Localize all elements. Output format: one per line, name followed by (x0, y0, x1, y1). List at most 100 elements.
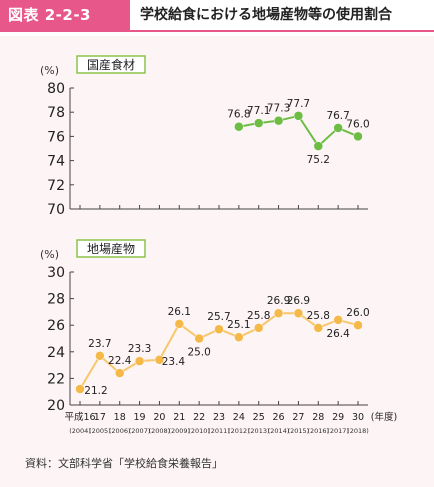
y-unit-label: (%) (40, 248, 59, 261)
y-tick-label: 78 (47, 105, 65, 121)
data-label: 77.7 (287, 98, 310, 110)
data-label: 21.2 (84, 385, 107, 397)
x-tick-sublabel: (2006) (109, 427, 131, 435)
x-tick-sublabel: (2018) (347, 427, 369, 435)
x-tick-sublabel: (2009) (168, 427, 190, 435)
data-label: 76.8 (227, 109, 250, 121)
data-label: 25.7 (207, 311, 230, 323)
x-tick-label: 25 (253, 412, 265, 423)
data-label: 77.1 (247, 105, 270, 117)
header-rule (0, 30, 434, 32)
y-tick-label: 22 (47, 371, 65, 387)
data-label: 25.8 (307, 310, 330, 322)
x-tick-label: 27 (292, 412, 304, 423)
data-point (194, 333, 204, 344)
y-tick-label: 24 (47, 345, 65, 361)
x-tick-label: 23 (213, 412, 225, 423)
y-tick-label: 72 (47, 178, 65, 194)
panel-title: 国産食材 (87, 57, 135, 72)
data-label: 26.9 (287, 295, 310, 307)
data-point (353, 131, 363, 142)
x-tick-sublabel: (2007) (129, 427, 151, 435)
y-unit-label: (%) (40, 64, 59, 77)
data-point (114, 368, 125, 378)
data-label: 25.1 (227, 319, 250, 331)
x-tick-sublabel: (2004) (69, 427, 91, 435)
data-label: 23.3 (128, 343, 151, 355)
x-tick-sublabel: (2008) (149, 427, 171, 435)
data-point (174, 319, 185, 329)
data-label: 26.9 (267, 295, 290, 307)
x-unit-label: (年度) (371, 411, 397, 423)
figure-number: 図表 2-2-3 (0, 0, 130, 30)
data-point (253, 323, 264, 333)
x-tick-label: 28 (312, 412, 324, 423)
x-tick-label: 30 (352, 412, 364, 423)
y-tick-label: 30 (47, 265, 65, 281)
data-label: 77.3 (267, 103, 290, 115)
data-point (134, 356, 145, 366)
y-tick-label: 74 (47, 154, 65, 170)
x-tick-label: 17 (94, 412, 106, 423)
data-label: 22.4 (108, 355, 132, 367)
data-point (353, 320, 363, 330)
data-label: 76.0 (346, 118, 369, 130)
source-note: 資料：文部科学省「学校給食栄養報告」 (25, 457, 223, 470)
data-label: 26.1 (168, 306, 191, 318)
data-point (333, 123, 343, 133)
data-label: 26.4 (326, 328, 350, 340)
x-tick-sublabel: (2010) (188, 427, 210, 435)
data-point (273, 308, 284, 318)
x-tick-sublabel: (2016) (307, 427, 329, 435)
data-label: 76.7 (326, 110, 349, 122)
data-point (95, 351, 105, 361)
x-tick-sublabel: (2015) (288, 427, 310, 435)
data-point (253, 118, 264, 128)
x-tick-label: 26 (273, 412, 285, 423)
data-label: 75.2 (307, 154, 330, 166)
data-point (293, 308, 304, 318)
y-tick-label: 70 (47, 202, 65, 218)
data-point (313, 141, 324, 151)
x-tick-sublabel: (2011) (208, 427, 230, 435)
y-tick-label: 76 (47, 129, 65, 145)
x-tick-label: 平成16 (64, 411, 95, 423)
data-label: 23.4 (162, 356, 186, 368)
data-point (75, 384, 85, 394)
panel-title-box (76, 55, 146, 74)
x-tick-label: 24 (233, 412, 245, 423)
x-tick-sublabel: (2017) (327, 427, 349, 435)
y-tick-label: 28 (47, 292, 65, 308)
x-tick-label: 29 (332, 412, 344, 423)
data-point (214, 324, 224, 334)
data-point (234, 332, 244, 342)
data-label: 25.0 (187, 347, 210, 359)
data-point (154, 355, 165, 365)
x-tick-label: 21 (173, 412, 185, 423)
x-tick-sublabel: (2014) (268, 427, 290, 435)
data-point (313, 323, 324, 333)
x-tick-sublabel: (2013) (248, 427, 270, 435)
data-point (273, 115, 284, 126)
panel-title-box (76, 239, 146, 258)
panel-title: 地場産物 (87, 241, 135, 256)
x-tick-label: 18 (114, 412, 126, 423)
data-label: 23.7 (88, 338, 111, 350)
x-tick-sublabel: (2012) (228, 427, 250, 435)
y-tick-label: 26 (47, 318, 65, 334)
y-tick-label: 20 (47, 398, 65, 414)
data-point (234, 121, 244, 132)
x-tick-label: 20 (153, 412, 165, 423)
data-point (293, 111, 304, 121)
x-tick-sublabel: (2005) (89, 427, 111, 435)
figure-title: 学校給食における地場産物等の使用割合 (140, 7, 392, 23)
figure-header: 図表 2-2-3 学校給食における地場産物等の使用割合 (0, 0, 434, 36)
x-tick-label: 19 (134, 412, 146, 423)
data-label: 25.8 (247, 310, 270, 322)
y-tick-label: 80 (47, 81, 65, 97)
data-point (333, 315, 343, 325)
x-tick-label: 22 (193, 412, 205, 423)
data-label: 26.0 (346, 307, 369, 319)
